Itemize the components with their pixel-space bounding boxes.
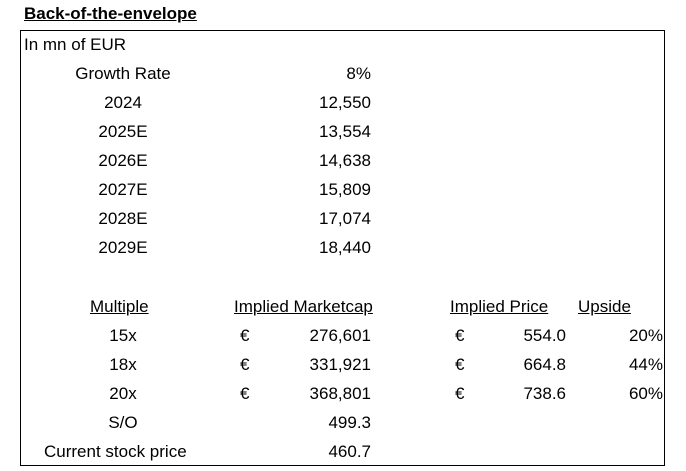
projection-value: 18,440: [319, 238, 371, 257]
projection-value: 15,809: [319, 180, 371, 199]
price-value: 738.6: [523, 384, 566, 403]
upside-header: Upside: [578, 297, 631, 316]
projection-value: 17,074: [319, 209, 371, 228]
currency-symbol: €: [455, 384, 465, 403]
bordered-range: [20, 30, 665, 466]
marketcap-value: 276,601: [309, 326, 371, 345]
projection-year: 2026E: [98, 151, 148, 170]
price-value: 664.8: [523, 355, 566, 374]
upside-value: 20%: [628, 326, 663, 345]
upside-value: 44%: [628, 355, 663, 374]
projection-year: 2027E: [98, 180, 148, 199]
currency-symbol: €: [240, 326, 250, 345]
marketcap-value: 331,921: [309, 355, 371, 374]
projection-year: 2024: [104, 93, 142, 112]
upside-value: 60%: [628, 384, 663, 403]
current-price-value: 460.7: [328, 442, 371, 461]
multiple-header: Multiple: [90, 297, 149, 316]
projection-year: 2029E: [98, 238, 148, 257]
multiple-value: 18x: [109, 355, 137, 374]
projection-year: 2025E: [98, 122, 148, 141]
projection-value: 14,638: [319, 151, 371, 170]
price-value: 554.0: [523, 326, 566, 345]
price-header: Implied Price: [450, 297, 549, 316]
current-price-label: Current stock price: [44, 442, 187, 461]
projection-value: 12,550: [319, 93, 371, 112]
currency-symbol: €: [455, 326, 465, 345]
multiple-value: 15x: [109, 326, 137, 345]
currency-symbol: €: [455, 355, 465, 374]
projection-year: 2028E: [98, 209, 148, 228]
marketcap-value: 368,801: [309, 384, 371, 403]
shares-outstanding-label: S/O: [108, 413, 138, 432]
projection-value: 13,554: [319, 122, 371, 141]
multiple-value: 20x: [109, 384, 137, 403]
currency-symbol: €: [240, 355, 250, 374]
units-label: In mn of EUR: [24, 35, 127, 54]
growth-rate-value: 8%: [346, 64, 371, 83]
sheet-title: Back-of-the-envelope: [24, 4, 197, 23]
currency-symbol: €: [240, 384, 250, 403]
marketcap-header: Implied Marketcap: [234, 297, 373, 316]
growth-rate-label: Growth Rate: [75, 64, 171, 83]
shares-outstanding-value: 499.3: [328, 413, 371, 432]
